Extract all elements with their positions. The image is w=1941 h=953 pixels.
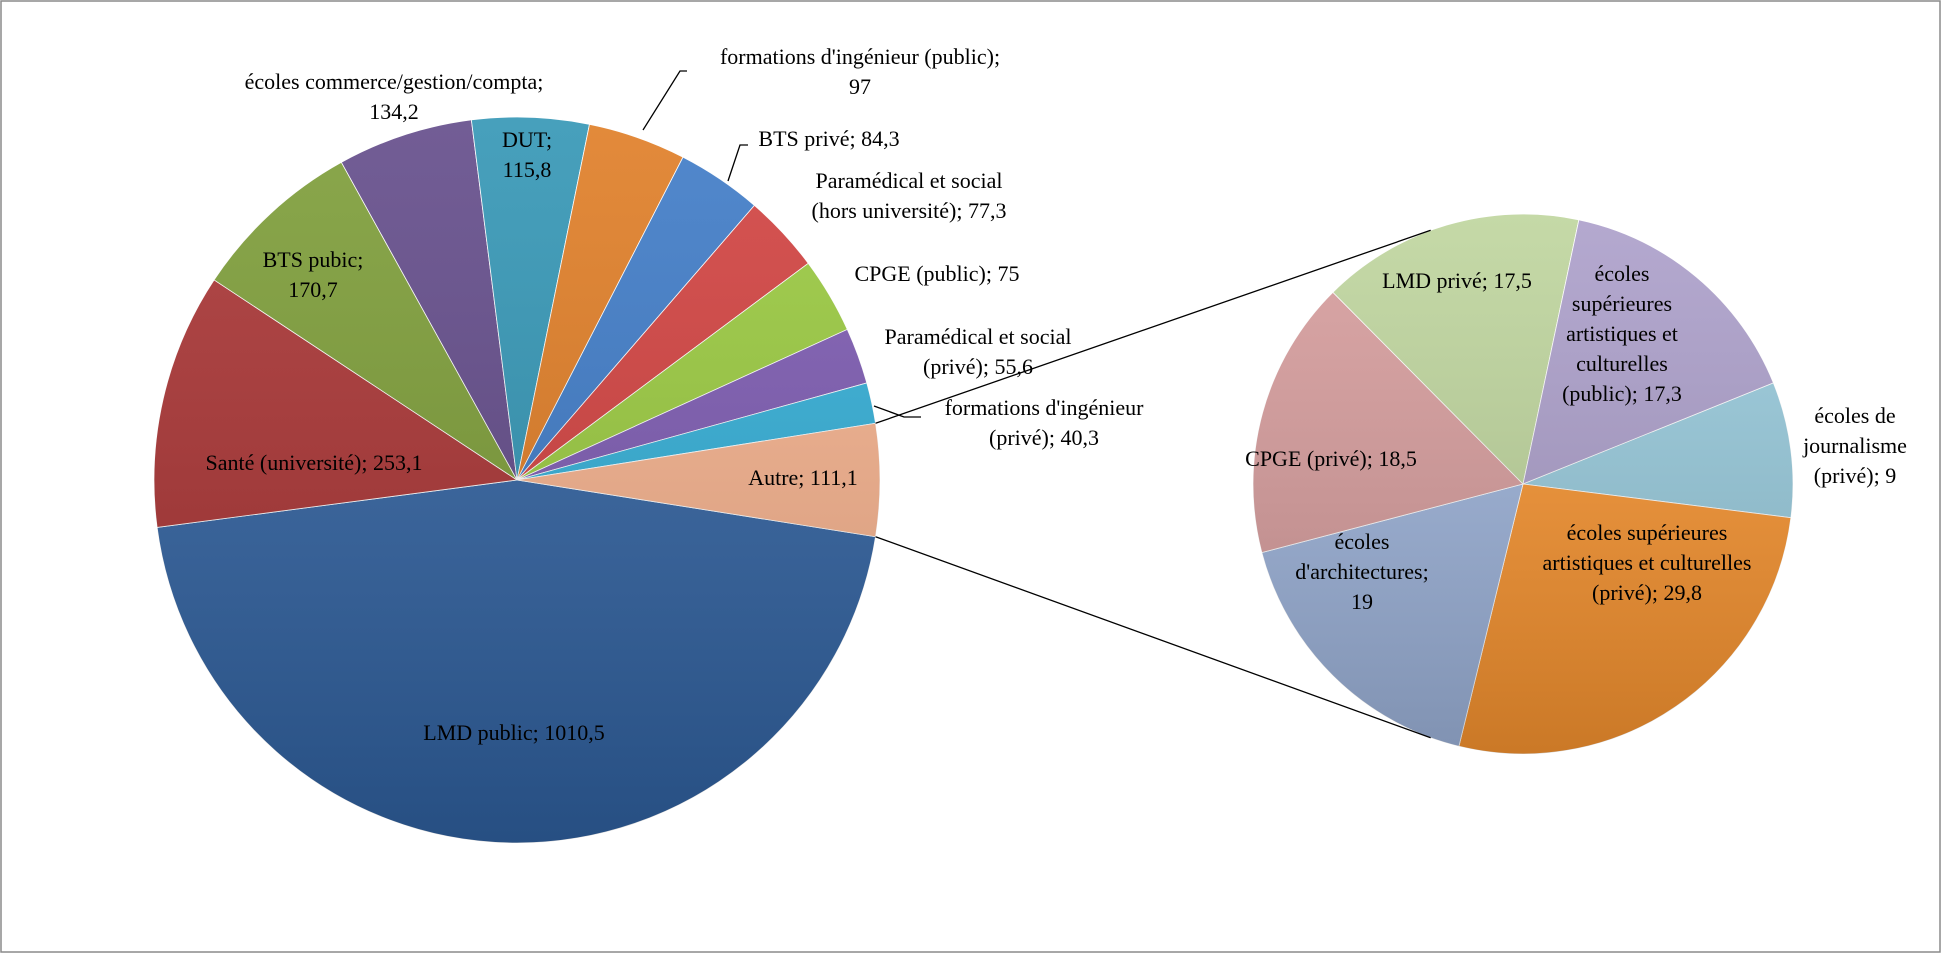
data-label: Paramédical et social (privé); 55,6 (863, 322, 1093, 382)
value-label: 18,5 (1378, 446, 1417, 471)
data-label: LMD public; 1010,5 (314, 718, 714, 748)
value-label: 77,3 (967, 198, 1007, 223)
category-name: écoles supérieures artistiques et cultur… (1542, 520, 1752, 605)
data-label: LMD privé; 17,5 (1307, 266, 1607, 296)
leader-line (873, 405, 921, 418)
connector-line (875, 229, 1431, 424)
value-label: 29,8 (1663, 580, 1702, 605)
pie-slice (156, 479, 877, 844)
data-label: écoles supérieures artistiques et cultur… (1522, 518, 1772, 608)
category-name: écoles supérieures artistiques et cultur… (1562, 261, 1678, 406)
value-label: 17,3 (1643, 381, 1682, 406)
value-label: 55,6 (994, 354, 1033, 379)
value-label: 170,7 (288, 277, 338, 302)
data-label: CPGE (privé); 18,5 (1181, 444, 1481, 474)
value-label: 84,3 (861, 126, 900, 151)
category-name: BTS pubic; (262, 247, 364, 272)
data-label: formations d'ingénieur (privé); 40,3 (924, 393, 1164, 453)
category-name: BTS privé; (758, 126, 856, 151)
category-name: Paramédical et social (hors université); (811, 168, 1003, 223)
category-name: formations d'ingénieur (privé); (944, 395, 1144, 450)
data-label: Santé (université); 253,1 (114, 448, 514, 478)
value-label: 97 (849, 74, 871, 99)
category-name: Santé (université); (205, 450, 368, 475)
category-name: Autre; (748, 465, 805, 490)
data-label: BTS pubic; 170,7 (243, 245, 383, 305)
category-name: LMD public; (423, 720, 539, 745)
category-name: formations d'ingénieur (public); (719, 44, 1001, 69)
value-label: 253,1 (372, 450, 423, 475)
value-label: 134,2 (369, 99, 419, 124)
leader-line (727, 144, 748, 182)
data-label: écoles supérieures artistiques et cultur… (1550, 259, 1695, 409)
category-name: écoles de journalisme (privé); (1803, 403, 1907, 488)
category-name: CPGE (public); (854, 261, 993, 286)
leader-line (642, 70, 687, 131)
value-label: 19 (1351, 589, 1373, 614)
category-name: écoles commerce/gestion/compta; (244, 69, 544, 94)
data-label: Autre; 111,1 (653, 463, 953, 493)
data-label: formations d'ingénieur (public); 97 (670, 42, 1050, 102)
value-label: 40,3 (1060, 425, 1099, 450)
value-label: 115,8 (502, 157, 552, 182)
value-label: 9 (1885, 463, 1897, 488)
data-label: Paramédical et social (hors université);… (794, 166, 1024, 226)
value-label: 1010,5 (544, 720, 605, 745)
value-label: 17,5 (1493, 268, 1532, 293)
value-label: 111,1 (809, 465, 858, 490)
value-label: 75 (997, 261, 1020, 286)
category-name: CPGE (privé); (1245, 446, 1373, 471)
data-label: DUT; 115,8 (482, 125, 572, 185)
data-label: écoles d'architectures; 19 (1280, 527, 1445, 617)
data-label: écoles de journalisme (privé); 9 (1796, 401, 1914, 491)
category-name: DUT; (501, 127, 553, 152)
data-label: BTS privé; 84,3 (679, 124, 979, 154)
data-label: CPGE (public); 75 (787, 259, 1087, 289)
category-name: Paramédical et social (privé); (884, 324, 1072, 379)
category-name: LMD privé; (1382, 268, 1488, 293)
connector-line (875, 536, 1431, 739)
data-label: écoles commerce/gestion/compta; 134,2 (204, 67, 584, 127)
category-name: écoles d'architectures; (1295, 529, 1429, 584)
